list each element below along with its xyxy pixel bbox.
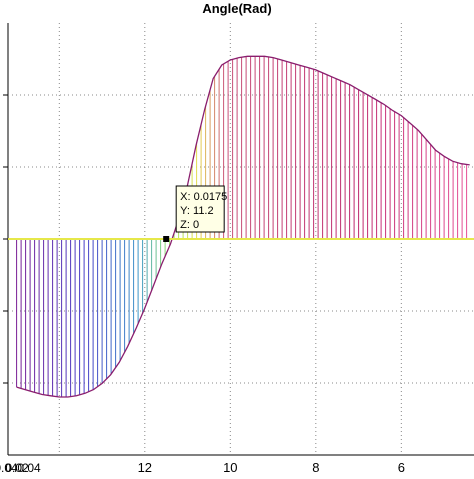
z-tick-label: 0.04 — [0, 461, 18, 474]
x-tick-label: 8 — [312, 460, 319, 474]
x-tick-label: 12 — [138, 460, 152, 474]
datatip-line: Z: 0 — [180, 219, 199, 231]
chart-labels: Angle(Rad)121086Frequency(Hz)0.040.020.0… — [0, 1, 405, 475]
x-tick-label: 6 — [398, 460, 405, 474]
datatip-line: X: 0.0175 — [180, 191, 227, 203]
chart-title: Angle(Rad) — [202, 1, 271, 16]
z-tick-label: 0.04 — [17, 461, 41, 474]
datatip-marker — [163, 236, 170, 242]
z-tick-label: 0.02 — [5, 461, 29, 474]
data-series — [16, 55, 470, 398]
x-tick-label: 10 — [223, 460, 237, 474]
datatip-box — [175, 185, 225, 233]
datatip-line: Y: 11.2 — [180, 205, 213, 217]
series-outline — [16, 55, 470, 398]
datatip-annotation: X: 0.0175 Y: 11.2 Z: 0 — [163, 185, 227, 242]
